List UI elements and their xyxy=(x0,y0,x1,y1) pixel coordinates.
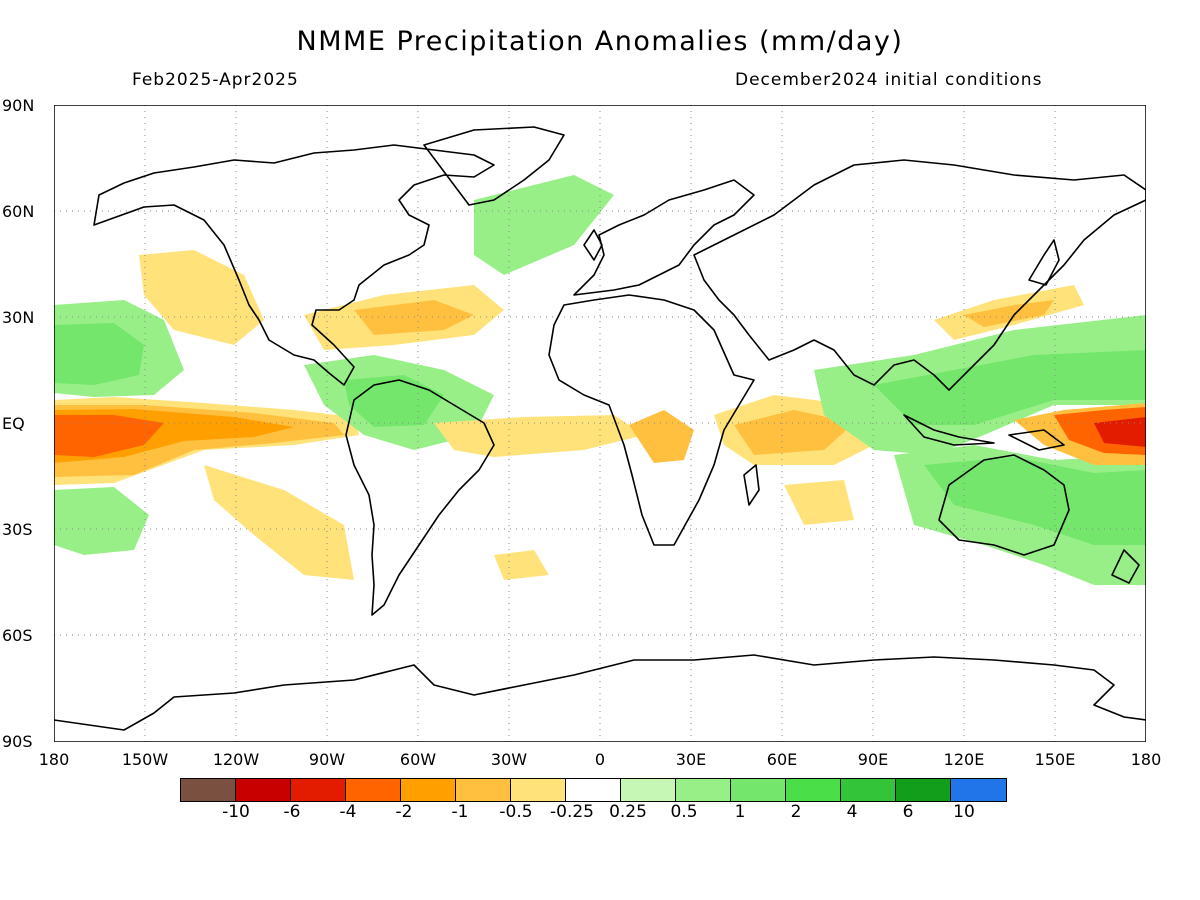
europe-coast xyxy=(573,179,755,296)
colorbar-swatch xyxy=(511,779,566,801)
uk-coast xyxy=(583,229,603,261)
south-pacific-dry xyxy=(204,465,354,580)
south-america-coast xyxy=(345,379,495,616)
lon-label-180w: 180 xyxy=(38,750,70,769)
lat-label-60s: 60S xyxy=(2,626,33,645)
initial-conditions: December2024 initial conditions xyxy=(735,70,1043,90)
asia-coast xyxy=(693,159,1146,391)
indonesia-coast xyxy=(903,414,995,446)
colorbar-swatch xyxy=(841,779,896,801)
colorbar-swatch xyxy=(346,779,401,801)
australia-wet-core xyxy=(924,457,1146,545)
lat-label-eq: EQ xyxy=(2,414,25,433)
colorbar-swatch xyxy=(786,779,841,801)
east-africa-dry xyxy=(629,410,694,463)
colorbar-label: 6 xyxy=(902,802,914,822)
colorbar-swatch xyxy=(236,779,291,801)
world-map xyxy=(54,105,1146,742)
colorbar-swatch xyxy=(951,779,1006,801)
australia-coast xyxy=(938,454,1070,556)
colorbar xyxy=(180,778,1007,802)
colorbar-label: 4 xyxy=(846,802,858,822)
colorbar-label: -2 xyxy=(395,802,413,822)
africa-coast xyxy=(548,294,755,546)
colorbar-swatch xyxy=(896,779,951,801)
colorbar-label: -0.5 xyxy=(499,802,533,822)
lon-label-90e: 90E xyxy=(857,750,889,769)
anomaly-shading xyxy=(54,175,1146,585)
lat-label-90s: 90S xyxy=(2,732,33,751)
antarctica-coast xyxy=(54,654,1146,731)
lon-label-0: 0 xyxy=(594,750,606,769)
lat-label-60n: 60N xyxy=(2,202,35,221)
south-indian-dry xyxy=(784,480,854,525)
colorbar-swatch xyxy=(456,779,511,801)
colorbar-swatch xyxy=(401,779,456,801)
ne-pacific-dry xyxy=(139,250,264,345)
madagascar-coast xyxy=(743,464,760,506)
colorbar-swatch xyxy=(291,779,346,801)
japan-coast xyxy=(1028,239,1060,286)
colorbar-label: -6 xyxy=(283,802,301,822)
colorbar-label: -0.25 xyxy=(550,802,594,822)
lon-label-120e: 120E xyxy=(943,750,985,769)
nw-pacific-dry-core xyxy=(964,300,1054,327)
colorbar-label: 0.5 xyxy=(670,802,698,822)
new-zealand-coast xyxy=(1111,549,1140,584)
lon-label-150e: 150E xyxy=(1034,750,1076,769)
colorbar-label: 0.25 xyxy=(609,802,647,822)
north-america-coast xyxy=(93,144,495,386)
forecast-period: Feb2025-Apr2025 xyxy=(132,70,299,90)
colorbar-label: 2 xyxy=(790,802,802,822)
south-atlantic-dry xyxy=(494,550,549,580)
colorbar-label: 1 xyxy=(734,802,746,822)
lat-label-90n: 90N xyxy=(2,96,35,115)
lon-label-30w: 30W xyxy=(490,750,528,769)
atlantic-dry-band xyxy=(434,415,644,457)
maritime-continent-wet-core xyxy=(874,350,1146,425)
map-title: NMME Precipitation Anomalies (mm/day) xyxy=(296,26,904,57)
colorbar-swatch xyxy=(566,779,621,801)
new-guinea-coast xyxy=(1008,429,1065,451)
south-pacific-wet xyxy=(54,487,149,555)
pacific-dry-max xyxy=(54,415,164,457)
north-pacific-wet-core xyxy=(54,323,144,385)
colorbar-swatch xyxy=(181,779,236,801)
colorbar-label: -4 xyxy=(339,802,357,822)
lon-label-180e: 180 xyxy=(1130,750,1162,769)
west-pacific-dry-max xyxy=(1094,417,1146,447)
colorbar-swatch xyxy=(731,779,786,801)
colorbar-swatch xyxy=(676,779,731,801)
colorbar-label: -1 xyxy=(451,802,469,822)
colorbar-label: -10 xyxy=(222,802,250,822)
colorbar-swatch xyxy=(621,779,676,801)
lon-label-90w: 90W xyxy=(308,750,346,769)
indian-ocean-dry-core xyxy=(734,410,854,455)
greenland-coast xyxy=(423,126,565,206)
lat-label-30s: 30S xyxy=(2,520,33,539)
lon-label-60w: 60W xyxy=(399,750,437,769)
lon-label-150w: 150W xyxy=(121,750,169,769)
coastlines xyxy=(54,126,1146,731)
lon-label-60e: 60E xyxy=(766,750,798,769)
graticule xyxy=(54,105,1146,742)
lon-label-120w: 120W xyxy=(212,750,260,769)
colorbar-label: 10 xyxy=(953,802,975,822)
lon-label-30e: 30E xyxy=(675,750,707,769)
lat-label-30n: 30N xyxy=(2,308,35,327)
